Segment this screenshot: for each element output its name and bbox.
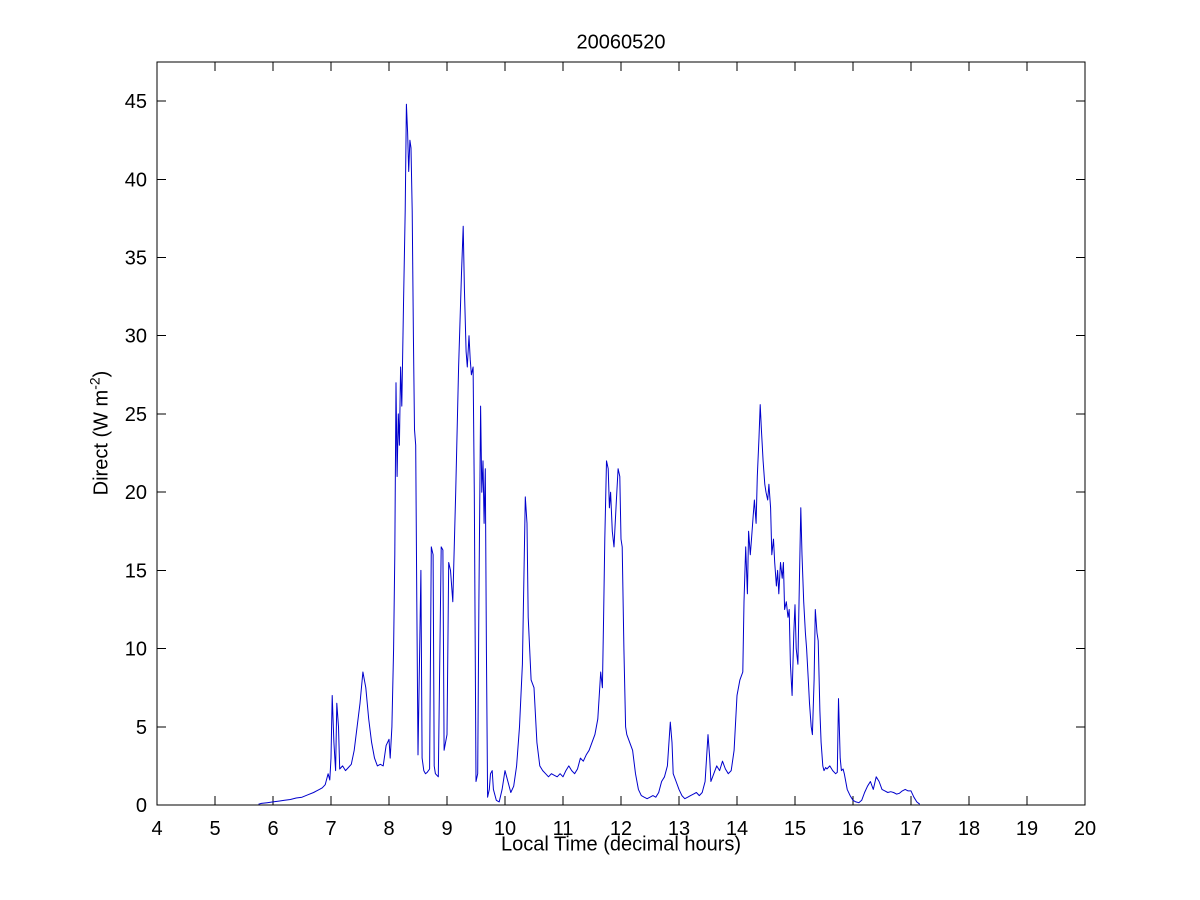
x-tick-label: 4: [151, 818, 162, 840]
x-tick-label: 12: [610, 818, 632, 840]
chart-title: 20060520: [576, 31, 666, 54]
x-tick-label: 14: [726, 818, 748, 840]
y-tick-label: 5: [136, 717, 147, 739]
y-axis-label: Direct (W m-2): [87, 371, 114, 496]
x-axis-label: Local Time (decimal hours): [500, 833, 742, 856]
y-axis-label-close: ): [90, 370, 113, 378]
y-axis-label-superscript: -2: [86, 377, 103, 390]
x-tick-label: 5: [209, 818, 220, 840]
x-tick-label: 18: [958, 818, 980, 840]
y-tick-label: 25: [125, 404, 147, 426]
x-tick-label: 16: [842, 818, 864, 840]
x-tick-label: 20: [1074, 818, 1096, 840]
x-tick-label: 10: [494, 818, 516, 840]
y-tick-label: 0: [136, 795, 147, 817]
x-tick-label: 19: [1016, 818, 1038, 840]
y-axis-label-base: Direct (W m: [90, 389, 113, 496]
x-tick-label: 7: [325, 818, 336, 840]
y-tick-label: 45: [125, 91, 147, 113]
y-tick-label: 40: [125, 169, 147, 191]
x-tick-label: 6: [267, 818, 278, 840]
x-tick-label: 9: [441, 818, 452, 840]
x-tick-label: 17: [900, 818, 922, 840]
y-tick-label: 10: [125, 639, 147, 661]
y-tick-label: 30: [125, 326, 147, 348]
plot-box: [156, 61, 1086, 806]
y-tick-label: 15: [125, 560, 147, 582]
y-tick-label: 35: [125, 248, 147, 270]
x-tick-label: 8: [383, 818, 394, 840]
x-tick-label: 13: [668, 818, 690, 840]
data-line: [258, 103, 921, 805]
x-tick-label: 15: [784, 818, 806, 840]
y-tick-label: 20: [125, 482, 147, 504]
x-tick-label: 11: [553, 818, 574, 840]
